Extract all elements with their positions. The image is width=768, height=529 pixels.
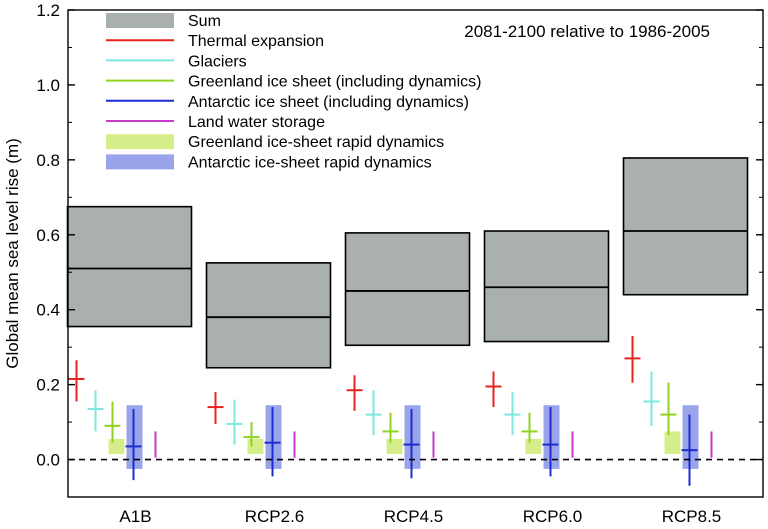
legend-label-greenland: Greenland ice sheet (including dynamics) <box>188 74 481 91</box>
legend-label-sum: Sum <box>188 13 221 30</box>
y-tick-label: 1.0 <box>36 76 60 95</box>
legend-label-greenland_rapid: Greenland ice-sheet rapid dynamics <box>188 134 444 151</box>
y-tick-label: 0.6 <box>36 226 60 245</box>
period-annotation: 2081-2100 relative to 1986-2005 <box>464 22 710 41</box>
legend-label-glaciers: Glaciers <box>188 53 247 70</box>
y-tick-label: 0.0 <box>36 451 60 470</box>
legend-swatch-antarctic_rapid <box>106 154 174 170</box>
y-tick-label: 1.2 <box>36 1 60 20</box>
greenland-rapid-box <box>386 438 403 454</box>
legend: Sum Thermal expansion Glaciers Greenland ic… <box>106 13 481 171</box>
greenland-rapid-box <box>108 438 125 454</box>
greenland-rapid-box <box>664 431 681 454</box>
sum-box <box>205 262 332 369</box>
plot-frame <box>67 9 764 498</box>
x-axis: A1B RCP2.6 RCP4.5 RCP6.0 RCP8.5 <box>119 507 721 526</box>
y-tick-label: 0.2 <box>36 376 60 395</box>
sum-box <box>66 205 193 328</box>
greenland-rapid-box <box>247 438 264 454</box>
legend-swatch-sum <box>106 13 174 28</box>
x-tick-label: RCP8.5 <box>662 507 722 526</box>
sum-box <box>344 232 471 347</box>
sum-boxes <box>66 157 749 369</box>
y-axis-title: Global mean sea level rise (m) <box>3 138 22 369</box>
greenland-rapid-box <box>525 438 542 454</box>
x-tick-label: RCP4.5 <box>384 507 444 526</box>
legend-label-antarctic_rapid: Antarctic ice-sheet rapid dynamics <box>188 154 432 171</box>
y-tick-label: 0.4 <box>36 301 60 320</box>
legend-swatch-greenland_rapid <box>106 134 174 150</box>
legend-label-thermal: Thermal expansion <box>188 33 324 50</box>
x-tick-label: A1B <box>119 507 151 526</box>
x-tick-label: RCP6.0 <box>523 507 583 526</box>
legend-label-antarctic: Antarctic ice sheet (including dynamics) <box>188 94 469 111</box>
x-tick-label: RCP2.6 <box>245 507 305 526</box>
y-tick-label: 0.8 <box>36 151 60 170</box>
sum-box <box>483 230 610 343</box>
y-axis: 0.0 0.2 0.4 0.6 0.8 1.0 1.2 <box>36 1 763 498</box>
component-marks <box>68 335 713 486</box>
legend-label-landwater: Land water storage <box>188 114 325 131</box>
sum-box <box>622 157 749 296</box>
